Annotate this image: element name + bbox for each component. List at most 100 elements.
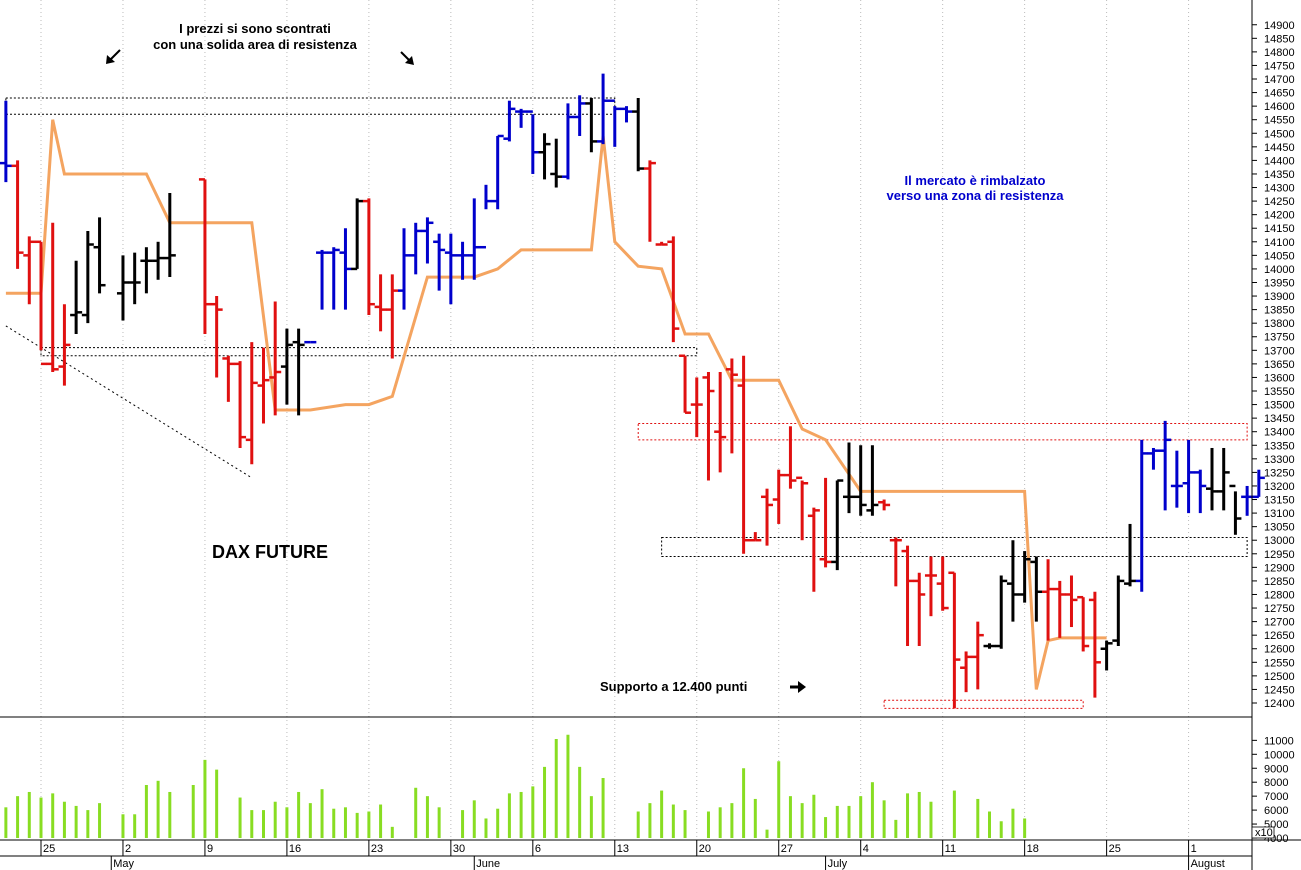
trendline [5,325,253,479]
price-tick-label: 14000 [1264,264,1295,276]
zone-box [637,423,1248,441]
ohlc-bar [960,651,973,693]
ohlc-bar [339,228,352,310]
price-tick-label: 14750 [1264,60,1295,72]
ohlc-bar [1065,575,1078,628]
ohlc-bar [702,372,715,481]
price-tick-label: 13350 [1264,440,1295,452]
ohlc-bar [632,98,645,172]
ohlc-bar [456,241,469,280]
ohlc-bar [550,138,563,188]
ohlc-bar [140,247,153,294]
annotation-right-line1: Il mercato è rimbalzato [905,173,1046,188]
ohlc-bar [35,240,47,366]
ohlc-bar [1252,469,1265,499]
date-tick-label: 18 [1027,843,1039,855]
date-tick-label: 25 [43,843,55,855]
ohlc-bar [58,304,71,386]
ohlc-bar [128,252,141,305]
ohlc-bar [70,260,83,335]
price-tick-label: 14450 [1264,142,1295,154]
price-tick-label: 13450 [1264,413,1295,425]
ohlc-bar [667,236,680,343]
ohlc-bar [1006,540,1019,622]
ohlc-bar [737,355,750,554]
ohlc-bar [1147,447,1160,470]
ohlc-bar [679,354,692,414]
volume-tick-label: 11000 [1264,735,1294,747]
price-tick-label: 14900 [1264,20,1295,32]
ohlc-bar [1206,447,1218,511]
arrow-right-icon [790,681,806,693]
volume-tick-label: 10000 [1264,749,1295,761]
price-tick-label: 12550 [1264,657,1295,669]
price-tick-label: 14650 [1264,88,1295,100]
price-tick-label: 14300 [1264,183,1295,195]
ohlc-bar [796,476,809,541]
price-tick-label: 12650 [1264,630,1295,642]
ohlc-bar [971,621,984,690]
date-tick-label: 2 [125,843,131,855]
price-tick-label: 14400 [1264,155,1295,167]
date-tick-label: 11 [945,843,956,855]
ohlc-bar [210,296,223,378]
price-tick-label: 13150 [1264,495,1295,507]
price-tick-label: 13900 [1264,291,1295,303]
ohlc-bar [1018,551,1031,603]
price-tick-label: 14800 [1264,47,1295,59]
ohlc-bar [561,103,574,180]
price-tick-label: 12450 [1264,684,1295,696]
ohlc-bar [1100,640,1113,671]
annotation-right-line2: verso una zona di resistenza [886,188,1064,203]
volume-tick-label: 7000 [1264,791,1288,803]
ohlc-bar [983,643,996,649]
ohlc-bar [1077,595,1090,652]
price-tick-label: 13800 [1264,318,1295,330]
ohlc-bar [1042,559,1055,641]
date-tick-label: 27 [781,843,793,855]
ohlc-bar [643,160,656,242]
price-tick-label: 12600 [1264,644,1295,656]
ohlc-bar [878,499,891,511]
ohlc-bar [1182,439,1195,514]
ohlc-bar [245,342,258,465]
chart-title: DAX FUTURE [212,542,328,562]
month-tick-label: August [1191,858,1225,870]
month-tick-label: May [113,858,134,870]
price-tick-label: 14150 [1264,223,1295,235]
ohlc-bar [46,222,59,373]
ohlc-bar [491,134,504,210]
ohlc-bar [433,233,446,291]
ohlc-bar [761,488,774,546]
ohlc-bar [1088,591,1101,698]
ohlc-bar [620,106,633,123]
ohlc-bar [152,241,165,280]
ohlc-bar [854,445,867,516]
price-tick-label: 13000 [1264,535,1295,547]
ohlc-bar [714,372,727,473]
price-tick-label: 12750 [1264,603,1295,615]
ohlc-bar [1194,469,1207,514]
price-tick-label: 14500 [1264,128,1295,140]
price-tick-label: 14050 [1264,250,1295,262]
ohlc-bar [1112,575,1125,647]
price-tick-label: 13750 [1264,332,1295,344]
ohlc-bar [526,110,539,174]
date-tick-label: 1 [1191,843,1197,855]
ohlc-bar [1135,439,1148,592]
ohlc-bar [866,445,879,516]
ohlc-bar [234,361,247,448]
ohlc-bar [0,100,12,183]
ohlc-bar [316,249,329,310]
price-tick-label: 12700 [1264,617,1295,629]
ohlc-bar [362,198,375,316]
ohlc-bar [503,100,516,142]
price-tick-label: 14700 [1264,74,1295,86]
price-tick-label: 13400 [1264,427,1295,439]
date-tick-label: 13 [617,843,629,855]
ohlc-bar [280,328,293,405]
date-tick-label: 6 [535,843,541,855]
ohlc-bar [515,108,528,128]
price-tick-label: 13200 [1264,481,1295,493]
